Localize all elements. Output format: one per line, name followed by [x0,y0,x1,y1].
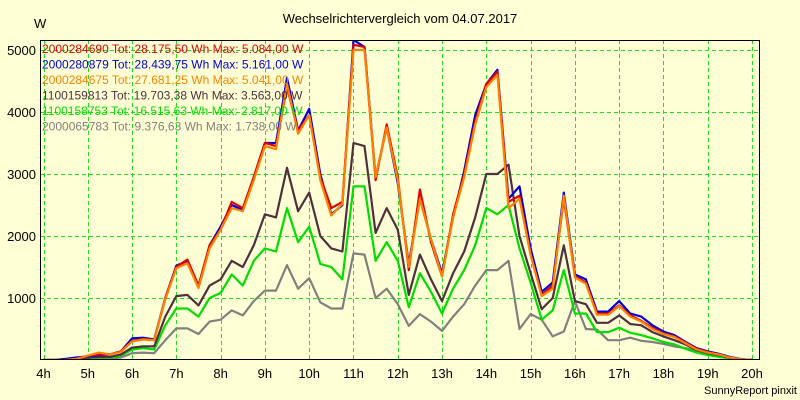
legend-entry: 2000284675 Tot: 27.681,25 Wh Max: 5.041,… [42,73,304,87]
legend-entry: 2000065783 Tot: 9.376,63 Wh Max: 1.738,0… [42,120,297,134]
x-tick-label: 14h [475,366,497,381]
x-tick-label: 4h [36,366,50,381]
y-axis-ticks: 1000 2000 3000 4000 5000 [7,43,36,306]
y-tick-label: 1000 [7,291,36,306]
legend: 2000284690 Tot: 28.175,50 Wh Max: 5.084,… [42,42,304,134]
legend-entry: 2000284690 Tot: 28.175,50 Wh Max: 5.084,… [42,42,304,56]
x-tick-label: 17h [608,366,630,381]
legend-entry: 1100159813 Tot: 19.703,38 Wh Max: 3.563,… [42,89,303,103]
y-axis-unit-label: W [34,16,47,31]
x-tick-label: 13h [431,366,453,381]
x-tick-label: 16h [564,366,586,381]
series-line-1100158753 [43,185,753,359]
legend-entry: 2000280879 Tot: 28.439,75 Wh Max: 5.161,… [42,58,304,72]
x-tick-label: 15h [520,366,542,381]
y-tick-label: 5000 [7,43,36,58]
x-tick-label: 19h [697,366,719,381]
x-tick-label: 12h [387,366,409,381]
x-tick-label: 9h [258,366,272,381]
x-tick-label: 10h [298,366,320,381]
y-tick-label: 3000 [7,167,36,182]
legend-entry: 1100158753 Tot: 16.515,63 Wh Max: 2.817,… [42,104,303,118]
x-axis-ticks: 4h 5h 6h 7h 8h 9h 10h 11h 12h 13h 14h 15h 16h 17h 18h 1… [36,366,763,381]
series-line-2000065783 [43,252,753,359]
y-tick-label: 2000 [7,229,36,244]
plot-frame [40,40,760,360]
x-tick-label: 20h [741,366,763,381]
x-tick-label: 5h [81,366,95,381]
series-line-1100159813 [43,141,753,359]
x-tick-label: 6h [125,366,139,381]
series-lines [43,41,753,359]
footer-credit: SunnyReport pinxit [704,385,797,397]
x-tick-label: 18h [653,366,675,381]
x-tick-label: 11h [343,366,364,381]
chart-title: Wechselrichtervergleich vom 04.07.2017 [283,11,518,26]
x-tick-label: 8h [213,366,227,381]
x-tick-label: 7h [169,366,183,381]
series-line-2000284675 [43,48,753,359]
y-tick-label: 4000 [7,105,36,120]
